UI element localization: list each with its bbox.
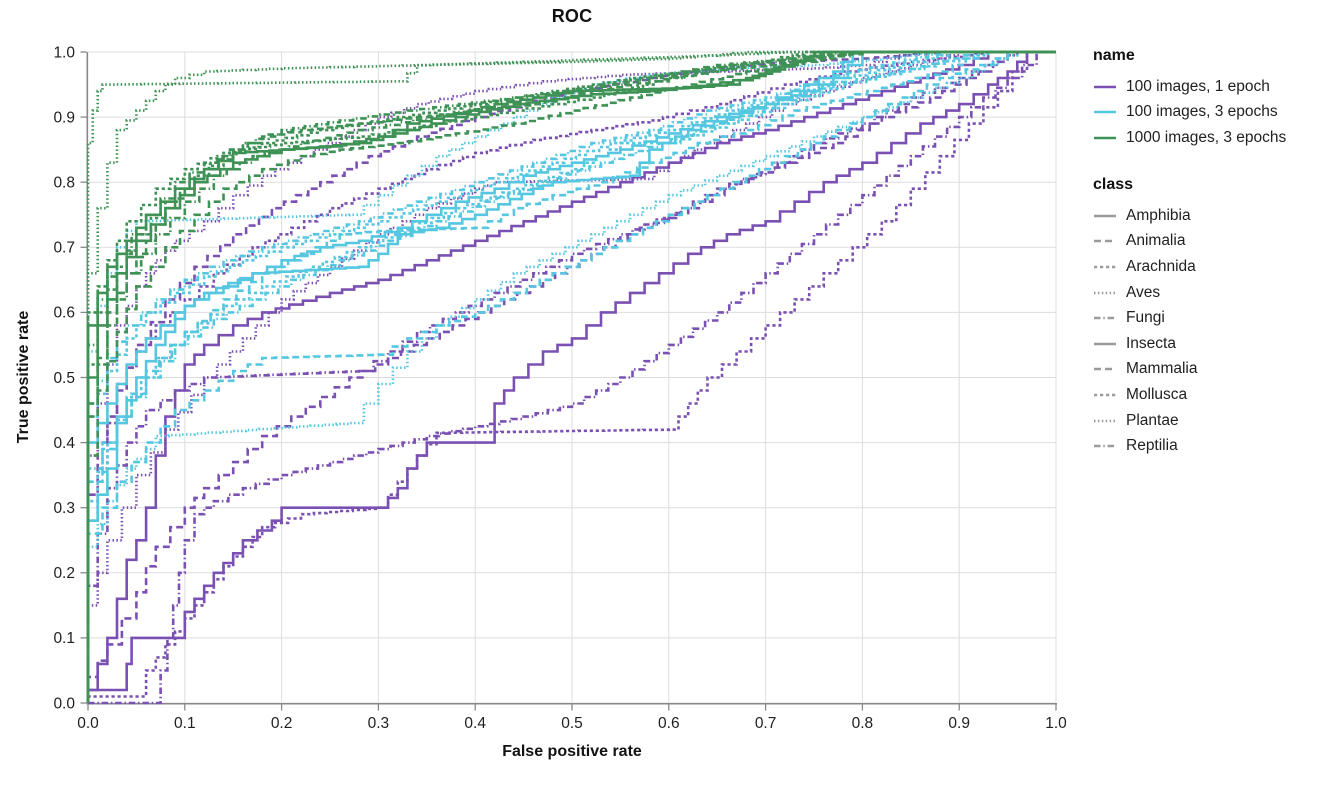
x-tick-label: 1.0 xyxy=(1045,715,1067,732)
dash-swatch-dotted-icon xyxy=(1094,419,1116,422)
roc-curve-plantae-green xyxy=(86,50,1056,703)
roc-curve-mammalia-green xyxy=(86,50,1056,703)
y-tick-label: 0.3 xyxy=(53,500,75,517)
y-tick-label: 0.5 xyxy=(53,370,75,387)
roc-curve-insecta-purple xyxy=(86,50,1056,703)
dash-swatch-solid-icon xyxy=(1094,214,1116,218)
dash-swatch-dashed-icon xyxy=(1094,368,1116,371)
x-tick-label: 0.0 xyxy=(77,715,99,732)
legend-name-title: name xyxy=(1093,47,1135,64)
legend-item-class-0: Amphibia xyxy=(1093,203,1333,229)
dash-swatch-dashdot-icon xyxy=(1094,444,1116,448)
legend-item-label: Animalia xyxy=(1126,232,1186,250)
roc-curve-insecta-cyan xyxy=(86,50,1056,703)
dash-swatch-shortdash-icon xyxy=(1094,393,1116,397)
legend-item-class-1: Animalia xyxy=(1093,229,1333,255)
dash-swatch-solid-icon xyxy=(1094,342,1116,346)
dash-swatch-dashdot-icon xyxy=(1094,316,1116,320)
dash-swatch-dashed-icon xyxy=(1094,240,1116,243)
x-tick-label: 0.1 xyxy=(174,715,196,732)
legend-class-title: class xyxy=(1093,176,1134,193)
roc-curve-fungi-cyan xyxy=(86,50,1056,703)
legend-item-class-7: Mollusca xyxy=(1093,382,1333,408)
y-tick-label: 0.0 xyxy=(53,695,75,712)
legend-item-class-9: Reptilia xyxy=(1093,433,1333,459)
legend-class: class Amphibia Animalia Arachnida Aves F… xyxy=(1093,176,1333,459)
legend-item-label: 100 images, 3 epochs xyxy=(1126,103,1278,121)
legend-item-name-2: 1000 images, 3 epochs xyxy=(1093,125,1333,151)
legend-item-label: 100 images, 1 epoch xyxy=(1126,77,1270,95)
legend-item-class-6: Mammalia xyxy=(1093,357,1333,383)
legend-item-label: 1000 images, 3 epochs xyxy=(1126,128,1287,146)
legend-item-class-5: Insecta xyxy=(1093,331,1333,357)
roc-curve-insecta-green xyxy=(86,50,1056,703)
dash-swatch-shortdash-icon xyxy=(1094,265,1116,269)
legend-item-label: Insecta xyxy=(1126,334,1176,352)
legend-item-name-0: 100 images, 1 epoch xyxy=(1093,74,1333,100)
roc-curve-reptilia-green xyxy=(86,50,1056,703)
y-tick-label: 0.6 xyxy=(53,305,75,322)
roc-curve-amphibia-green xyxy=(86,50,1056,703)
roc-curve-mollusca-cyan xyxy=(86,50,1056,703)
legend-item-label: Mammalia xyxy=(1126,360,1198,378)
x-tick-label: 0.8 xyxy=(852,715,874,732)
line-swatch-cyan-icon xyxy=(1094,111,1116,114)
y-tick-label: 1.0 xyxy=(53,44,75,61)
x-tick-label: 0.7 xyxy=(755,715,777,732)
legend-item-label: Reptilia xyxy=(1126,437,1178,455)
roc-curve-mammalia-purple xyxy=(86,50,1056,703)
roc-curve-animalia-cyan xyxy=(86,50,1056,703)
y-axis-title: True positive rate xyxy=(15,310,32,444)
dash-swatch-dotted-icon xyxy=(1094,291,1116,294)
y-tick-label: 0.8 xyxy=(53,175,75,192)
line-swatch-purple-icon xyxy=(1094,85,1116,89)
x-tick-label: 0.5 xyxy=(561,715,583,732)
legend-item-class-4: Fungi xyxy=(1093,305,1333,331)
x-tick-label: 0.9 xyxy=(948,715,970,732)
legend-item-class-2: Arachnida xyxy=(1093,254,1333,280)
legend-item-label: Mollusca xyxy=(1126,385,1188,403)
legend-item-label: Aves xyxy=(1126,283,1161,301)
x-tick-label: 0.3 xyxy=(368,715,390,732)
y-tick-label: 0.9 xyxy=(53,109,75,126)
x-tick-label: 0.4 xyxy=(464,715,486,732)
y-tick-label: 0.1 xyxy=(53,630,75,647)
legend-item-label: Fungi xyxy=(1126,309,1165,327)
roc-curve-reptilia-purple xyxy=(88,50,1056,705)
legend-item-label: Arachnida xyxy=(1126,257,1196,275)
roc-curve-animalia-purple xyxy=(86,50,1056,703)
roc-curve-aves-green xyxy=(86,50,1056,703)
x-tick-label: 0.2 xyxy=(271,715,293,732)
y-tick-label: 0.2 xyxy=(53,565,75,582)
roc-curves-group xyxy=(86,50,1056,705)
legend-item-label: Amphibia xyxy=(1126,206,1191,224)
x-axis-title: False positive rate xyxy=(502,743,642,760)
legend-item-label: Plantae xyxy=(1126,411,1179,429)
legend-item-class-8: Plantae xyxy=(1093,408,1333,434)
x-tick-label: 0.6 xyxy=(658,715,680,732)
line-swatch-green-icon xyxy=(1094,136,1116,140)
y-tick-label: 0.4 xyxy=(53,435,75,452)
legend-name: name 100 images, 1 epoch 100 images, 3 e… xyxy=(1093,47,1333,151)
roc-curve-fungi-purple xyxy=(86,50,1056,703)
roc-curve-arachnida-cyan xyxy=(86,50,1056,703)
legend-item-class-3: Aves xyxy=(1093,280,1333,306)
legend-item-name-1: 100 images, 3 epochs xyxy=(1093,100,1333,126)
roc-curve-mollusca-purple xyxy=(86,50,1056,703)
chart-title: ROC xyxy=(551,6,593,26)
y-tick-label: 0.7 xyxy=(53,240,75,257)
